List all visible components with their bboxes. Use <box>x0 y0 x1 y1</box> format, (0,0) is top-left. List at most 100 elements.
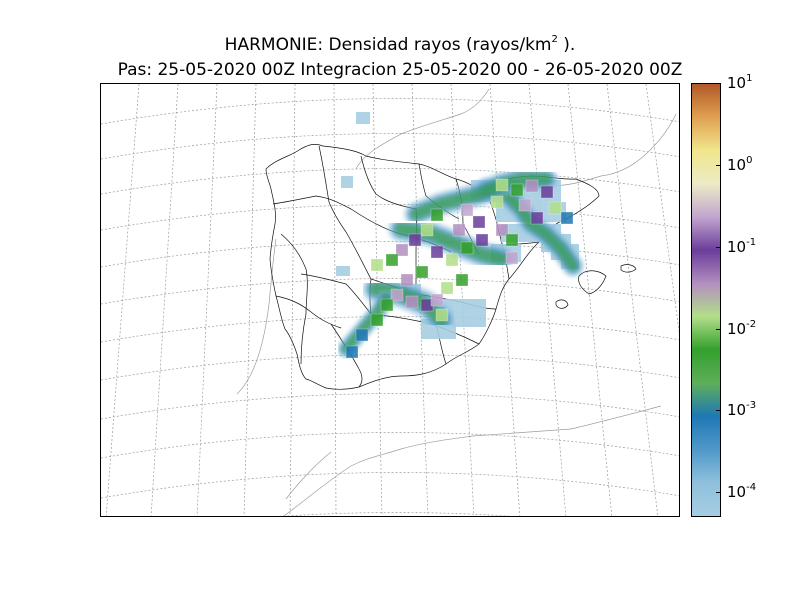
meridian-line <box>645 84 679 334</box>
density-cell <box>385 253 399 267</box>
density-cell <box>336 266 350 276</box>
meridian-line <box>333 84 337 516</box>
meridian-line <box>105 84 140 516</box>
region-border <box>300 273 372 315</box>
density-cell <box>445 253 459 267</box>
meridian-line <box>489 84 521 516</box>
parallel-line <box>101 393 679 420</box>
density-cell <box>395 243 409 257</box>
lightning-density-field <box>336 112 584 359</box>
chart-title-line-1: HARMONIE: Densidad rayos (rayos/km2 ). <box>0 34 800 55</box>
parallel-line <box>101 204 679 231</box>
density-cell <box>472 215 486 229</box>
france-coast <box>535 113 677 187</box>
region-border <box>318 145 347 233</box>
morocco-coast <box>283 428 572 516</box>
portugal-coast <box>236 238 277 395</box>
density-cell <box>475 233 489 247</box>
density-cell <box>510 183 524 197</box>
parallel-line <box>101 432 679 459</box>
density-cell <box>548 201 562 215</box>
density-cell <box>560 211 574 225</box>
colorbar-tick-mark <box>716 165 721 166</box>
map-svg <box>101 84 679 516</box>
density-cell <box>390 288 404 302</box>
density-cell <box>525 179 539 193</box>
parallel-line <box>282 512 512 516</box>
density-cell <box>415 265 429 279</box>
balearic-islands <box>555 264 637 309</box>
density-cell <box>430 293 444 307</box>
region-border <box>330 323 363 388</box>
meridian-line <box>606 84 659 516</box>
region-border <box>360 155 417 210</box>
density-cell <box>452 223 466 237</box>
parallel-line <box>101 241 679 268</box>
density-cell <box>540 185 554 199</box>
density-cell <box>355 328 369 342</box>
colorbar-fill <box>692 84 720 516</box>
density-cell <box>370 313 384 327</box>
colorbar-tick-label: 10-2 <box>727 319 757 338</box>
meridian-line <box>196 84 218 516</box>
parallel-line <box>101 278 679 305</box>
density-band <box>410 173 552 220</box>
colorbar <box>691 83 721 517</box>
density-cell <box>495 178 509 192</box>
colorbar-tick-mark <box>716 247 721 248</box>
meridian-line <box>243 84 257 516</box>
outer-coastlines <box>236 88 677 516</box>
parallel-line <box>101 354 679 381</box>
meridian-line <box>150 84 179 516</box>
colorbar-tick-mark <box>716 83 721 84</box>
density-cell <box>430 208 444 222</box>
meridian-line <box>567 84 613 516</box>
density-cell <box>490 195 504 209</box>
colorbar-tick-mark <box>716 329 721 330</box>
graticule <box>101 84 679 516</box>
colorbar-tick-label: 10-1 <box>727 237 757 256</box>
density-cell <box>460 241 474 255</box>
density-cell <box>435 308 449 322</box>
title-suffix: ). <box>557 35 576 55</box>
density-cell <box>408 233 422 247</box>
chart-title-line-2: Pas: 25-05-2020 00Z Integracion 25-05-20… <box>117 60 683 80</box>
colorbar-tick-label: 100 <box>727 155 753 174</box>
density-cell <box>370 258 384 272</box>
density-cell <box>505 251 519 265</box>
menorca-outline <box>620 264 637 273</box>
meridian-line <box>528 84 567 516</box>
atlantic-coast <box>285 451 332 500</box>
density-cell <box>345 345 359 359</box>
parallel-line <box>101 98 679 125</box>
density-cell <box>380 298 394 312</box>
colorbar-gradient <box>692 84 720 516</box>
colorbar-tick-mark <box>716 410 721 411</box>
density-cell <box>530 211 544 225</box>
density-cell <box>460 203 474 217</box>
density-cell <box>505 233 519 247</box>
density-cell <box>430 245 444 259</box>
region-border <box>272 195 352 210</box>
parallel-line <box>101 472 679 499</box>
density-cell <box>440 281 454 295</box>
colorbar-tick-label: 10-3 <box>727 400 757 419</box>
map-panel <box>100 83 680 517</box>
france-coast <box>355 88 490 170</box>
title-unit-exponent: 2 <box>551 34 558 45</box>
algeria-coast <box>570 405 662 430</box>
density-cell <box>341 176 353 188</box>
density-cell <box>400 273 414 287</box>
colorbar-tick-label: 10-4 <box>727 482 757 501</box>
density-cell <box>455 273 469 287</box>
colorbar-tick-mark <box>716 492 721 493</box>
parallel-line <box>101 168 679 195</box>
density-cell <box>420 223 434 237</box>
region-border <box>275 295 342 329</box>
parallel-line <box>101 316 679 343</box>
parallel-line <box>101 133 679 160</box>
colorbar-tick-label: 101 <box>727 73 753 92</box>
portugal-border <box>280 233 308 365</box>
density-cell <box>405 295 419 309</box>
density-cell <box>495 223 509 237</box>
